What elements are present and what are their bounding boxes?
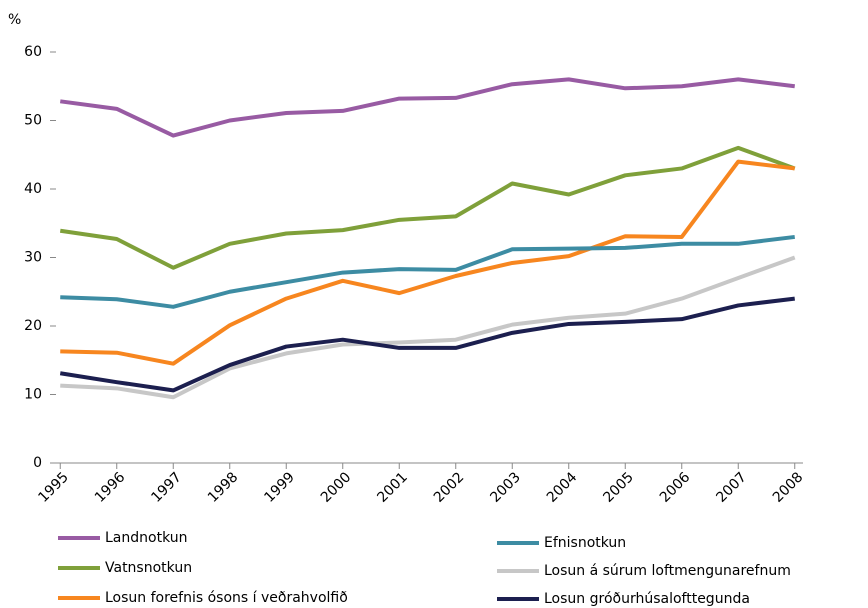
series-line bbox=[60, 255, 796, 400]
x-tick-label: 2002 bbox=[431, 469, 468, 506]
x-tick-label: 2005 bbox=[600, 469, 637, 506]
series-line bbox=[59, 145, 796, 270]
legend-label: Efnisnotkun bbox=[544, 535, 626, 551]
legend-label: Losun gróðurhúsalofttegunda bbox=[544, 591, 750, 607]
y-tick-label: 60 bbox=[24, 44, 42, 60]
y-axis-label: % bbox=[8, 12, 21, 28]
x-tick-label: 1995 bbox=[35, 469, 72, 506]
x-tick-label: 2004 bbox=[544, 469, 581, 506]
y-tick-label: 20 bbox=[24, 318, 42, 334]
y-tick-label: 0 bbox=[33, 455, 42, 471]
y-tick-label: 30 bbox=[24, 250, 42, 266]
y-tick-label: 40 bbox=[24, 181, 42, 197]
x-tick-label: 2001 bbox=[374, 469, 411, 506]
x-tick-label: 2006 bbox=[657, 469, 694, 506]
x-tick-label: 2007 bbox=[713, 469, 750, 506]
y-tick-label: 10 bbox=[24, 387, 42, 403]
x-tick-label: 2003 bbox=[487, 469, 524, 506]
x-tick-label: 1997 bbox=[148, 469, 185, 506]
x-tick-label: 1999 bbox=[261, 469, 298, 506]
y-tick-label: 50 bbox=[24, 113, 42, 129]
series-line bbox=[59, 77, 795, 138]
legend-label: Losun forefnis ósons í veðrahvolfið bbox=[105, 590, 348, 606]
x-tick-label: 2008 bbox=[770, 469, 807, 506]
series-line bbox=[60, 234, 795, 309]
legend-label: Losun á súrum loftmengunarefnum bbox=[544, 563, 791, 579]
x-tick-label: 2000 bbox=[318, 469, 355, 506]
legend-label: Landnotkun bbox=[105, 530, 188, 546]
series-line bbox=[60, 159, 795, 366]
x-tick-label: 1998 bbox=[205, 469, 242, 506]
series-line bbox=[59, 296, 795, 393]
x-tick-label: 1996 bbox=[92, 469, 129, 506]
legend-label: Vatnsnotkun bbox=[105, 560, 192, 576]
